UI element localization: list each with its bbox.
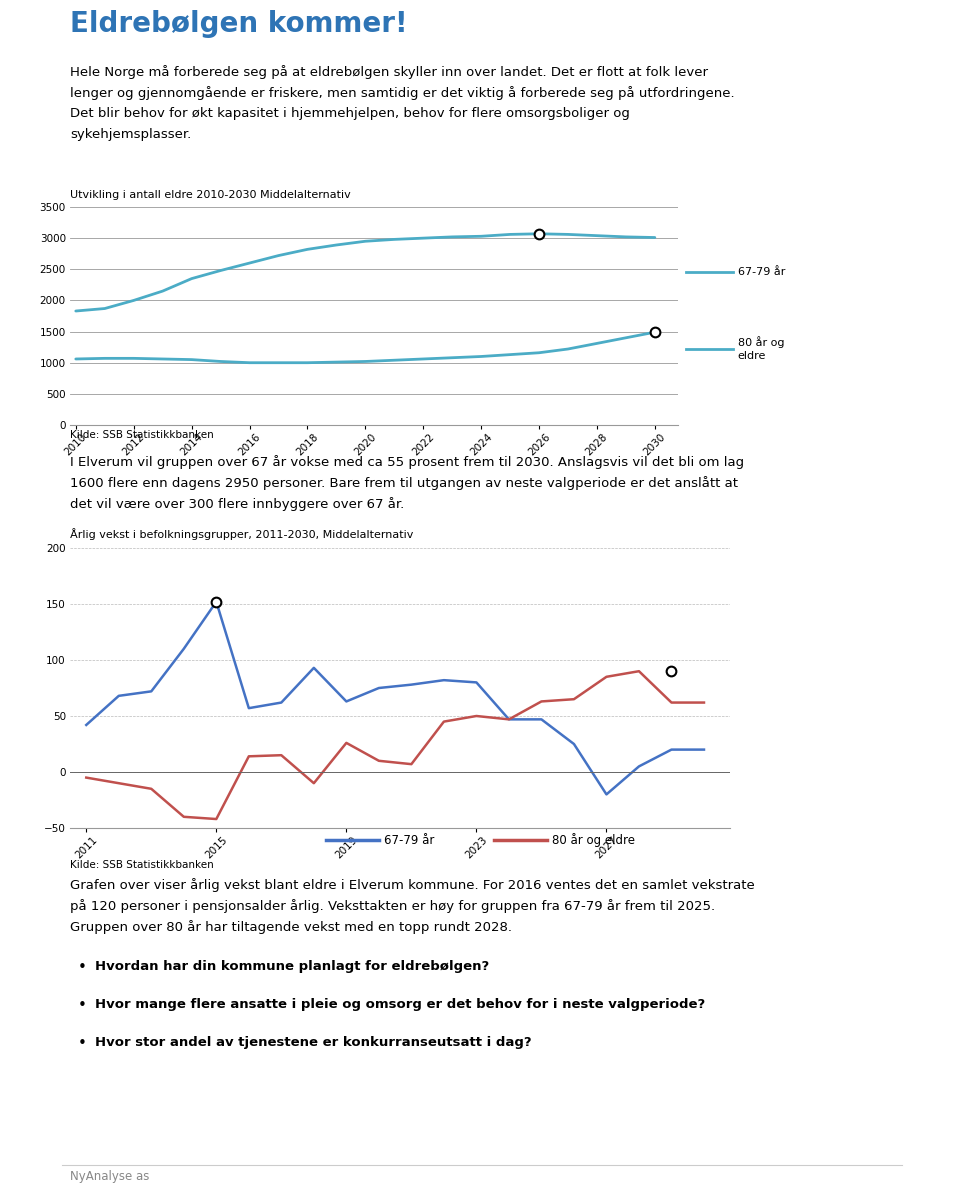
Text: Det blir behov for økt kapasitet i hjemmehjelpen, behov for flere omsorgsboliger: Det blir behov for økt kapasitet i hjemm… xyxy=(70,107,630,120)
Text: Hvordan har din kommune planlagt for eldrebølgen?: Hvordan har din kommune planlagt for eld… xyxy=(95,960,490,973)
Text: 80 år og
eldre: 80 år og eldre xyxy=(738,337,784,361)
Text: Kilde: SSB Statistikkbanken: Kilde: SSB Statistikkbanken xyxy=(70,860,214,870)
Text: 1600 flere enn dagens 2950 personer. Bare frem til utgangen av neste valgperiode: 1600 flere enn dagens 2950 personer. Bar… xyxy=(70,476,738,490)
Text: Hvor stor andel av tjenestene er konkurranseutsatt i dag?: Hvor stor andel av tjenestene er konkurr… xyxy=(95,1036,532,1050)
Text: NyAnalyse as: NyAnalyse as xyxy=(70,1170,150,1183)
Text: Gruppen over 80 år har tiltagende vekst med en topp rundt 2028.: Gruppen over 80 år har tiltagende vekst … xyxy=(70,920,512,934)
Text: sykehjemsplasser.: sykehjemsplasser. xyxy=(70,129,191,140)
Text: •: • xyxy=(78,960,86,975)
Text: 67-79 år: 67-79 år xyxy=(738,268,785,277)
Text: 80 år og eldre: 80 år og eldre xyxy=(552,833,635,847)
Text: Kilde: SSB Statistikkbanken: Kilde: SSB Statistikkbanken xyxy=(70,430,214,440)
Text: lenger og gjennomgående er friskere, men samtidig er det viktig å forberede seg : lenger og gjennomgående er friskere, men… xyxy=(70,86,734,100)
Text: •: • xyxy=(78,1036,86,1051)
Text: 2: 2 xyxy=(896,1169,906,1184)
Text: på 120 personer i pensjonsalder årlig. Veksttakten er høy for gruppen fra 67-79 : på 120 personer i pensjonsalder årlig. V… xyxy=(70,898,715,913)
Text: det vil være over 300 flere innbyggere over 67 år.: det vil være over 300 flere innbyggere o… xyxy=(70,497,404,511)
Text: Utvikling i antall eldre 2010-2030 Middelalternativ: Utvikling i antall eldre 2010-2030 Midde… xyxy=(70,190,350,200)
Text: Årlig vekst i befolkningsgrupper, 2011-2030, Middelalternativ: Årlig vekst i befolkningsgrupper, 2011-2… xyxy=(70,528,414,540)
Text: Eldrebølgen kommer!: Eldrebølgen kommer! xyxy=(70,10,408,38)
Text: Grafen over viser årlig vekst blant eldre i Elverum kommune. For 2016 ventes det: Grafen over viser årlig vekst blant eldr… xyxy=(70,878,755,892)
Text: I Elverum vil gruppen over 67 år vokse med ca 55 prosent frem til 2030. Anslagsv: I Elverum vil gruppen over 67 år vokse m… xyxy=(70,455,744,469)
Text: •: • xyxy=(78,998,86,1013)
Text: Hvor mange flere ansatte i pleie og omsorg er det behov for i neste valgperiode?: Hvor mange flere ansatte i pleie og omso… xyxy=(95,998,706,1012)
Text: 67-79 år: 67-79 år xyxy=(384,833,434,846)
Text: Hele Norge må forberede seg på at eldrebølgen skyller inn over landet. Det er fl: Hele Norge må forberede seg på at eldreb… xyxy=(70,65,708,79)
